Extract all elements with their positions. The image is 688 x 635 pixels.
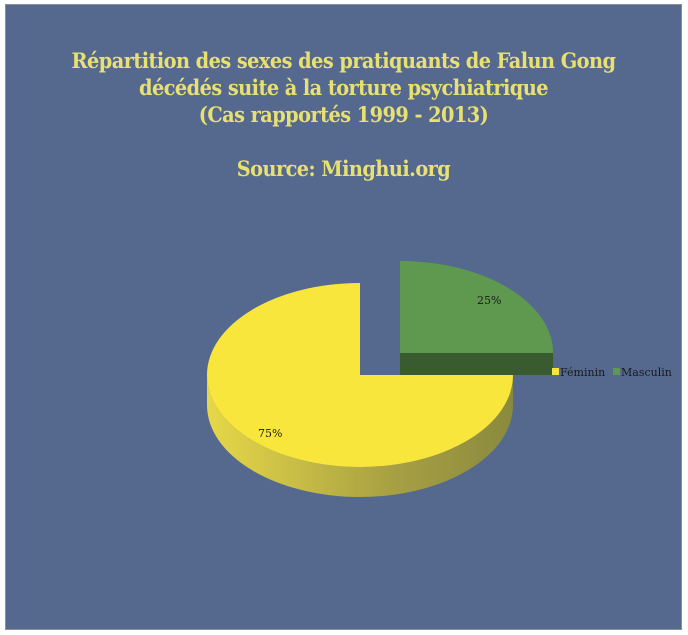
legend: Féminin Masculin [552, 366, 672, 379]
chart-area: Répartition des sexes des pratiquants de… [5, 4, 682, 630]
data-label-feminin: 75% [258, 427, 282, 440]
legend-label-feminin: Féminin [560, 366, 605, 379]
legend-swatch-masculin [613, 368, 620, 375]
legend-label-masculin: Masculin [621, 366, 672, 379]
data-label-masculin: 25% [477, 294, 501, 307]
title-line-2: décédés suite à la torture psychiatrique [139, 75, 549, 100]
title-line-1: Répartition des sexes des pratiquants de… [71, 48, 616, 73]
slice-masculin-side [400, 353, 553, 375]
slice-feminin-side [207, 375, 513, 497]
slice-masculin [400, 261, 553, 353]
slice-feminin [207, 283, 513, 467]
chart-title: Répartition des sexes des pratiquants de… [33, 47, 654, 182]
title-line-3: (Cas rapportés 1999 - 2013) [198, 102, 489, 127]
legend-swatch-feminin [552, 368, 559, 375]
chart-subtitle: Source: Minghui.org [236, 156, 451, 181]
